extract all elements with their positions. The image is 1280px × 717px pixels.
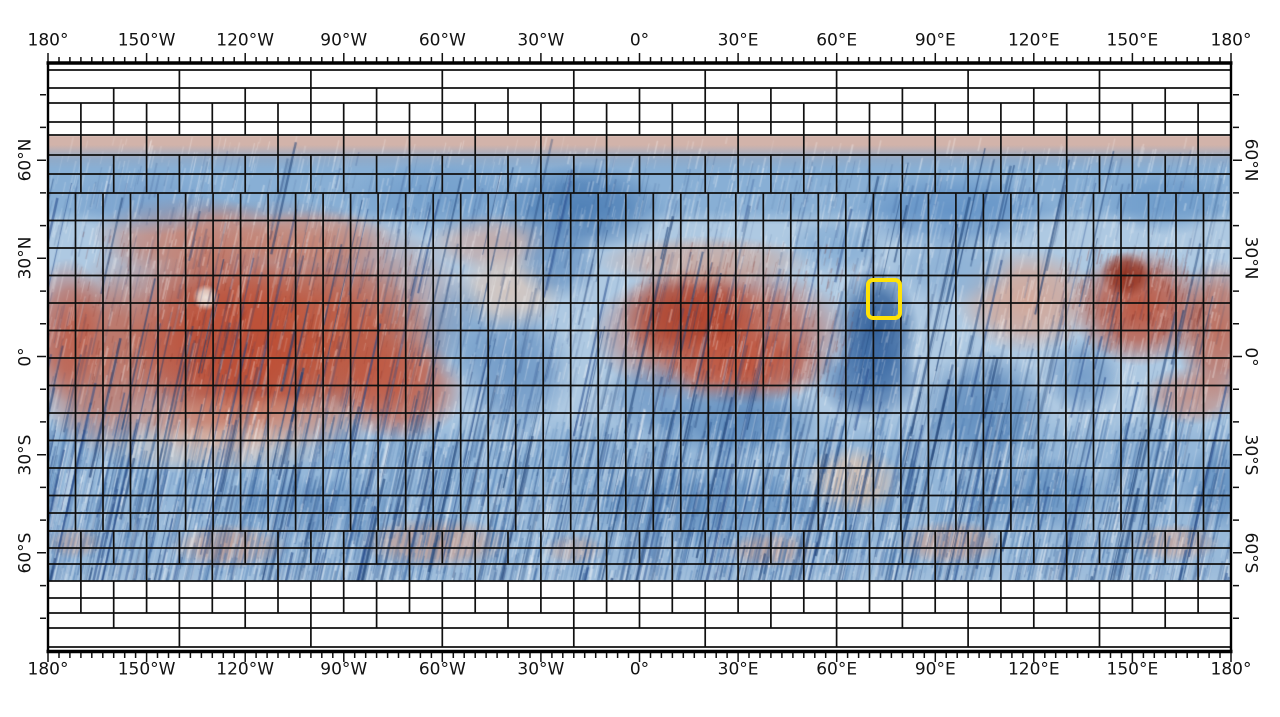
- right-axis-label: 60°S: [1240, 532, 1261, 574]
- bottom-axis-label: 150°E: [1106, 659, 1159, 680]
- right-axis-label: 60°N: [1240, 138, 1261, 182]
- left-axis-label: 0°: [15, 346, 36, 367]
- top-axis-label: 180°: [27, 30, 69, 51]
- bottom-axis-label: 90°E: [914, 659, 956, 680]
- top-axis-label: 120°W: [216, 30, 275, 51]
- top-axis-label: 30°E: [717, 30, 759, 51]
- top-axis-label: 30°W: [517, 30, 565, 51]
- right-axis-label: 0°: [1240, 346, 1261, 367]
- bottom-axis-label: 30°E: [717, 659, 759, 680]
- top-axis-label: 0°: [629, 30, 650, 51]
- right-axis-label: 30°S: [1240, 434, 1261, 476]
- top-axis-label: 90°E: [914, 30, 956, 51]
- top-axis-label: 60°E: [816, 30, 858, 51]
- bottom-axis-label: 180°: [1210, 659, 1252, 680]
- bottom-axis-label: 120°W: [216, 659, 275, 680]
- left-axis-label: 30°N: [15, 236, 36, 280]
- highlight-region-box[interactable]: [866, 277, 903, 321]
- left-axis-label: 30°S: [15, 434, 36, 476]
- top-axis-label: 90°W: [320, 30, 368, 51]
- bottom-axis-label: 120°E: [1007, 659, 1060, 680]
- bottom-axis-label: 60°W: [418, 659, 466, 680]
- top-axis-label: 150°W: [117, 30, 176, 51]
- top-axis-label: 150°E: [1106, 30, 1159, 51]
- left-axis-label: 60°N: [15, 138, 36, 182]
- top-axis-label: 120°E: [1007, 30, 1060, 51]
- bottom-axis-label: 150°W: [117, 659, 176, 680]
- bottom-axis-label: 0°: [629, 659, 650, 680]
- bottom-axis-label: 60°E: [816, 659, 858, 680]
- right-axis-label: 30°N: [1240, 236, 1261, 280]
- left-axis-label: 60°S: [15, 532, 36, 574]
- bottom-axis-label: 90°W: [320, 659, 368, 680]
- top-axis-label: 60°W: [418, 30, 466, 51]
- bottom-axis-label: 30°W: [517, 659, 565, 680]
- bottom-axis-label: 180°: [27, 659, 69, 680]
- top-axis-label: 180°: [1210, 30, 1252, 51]
